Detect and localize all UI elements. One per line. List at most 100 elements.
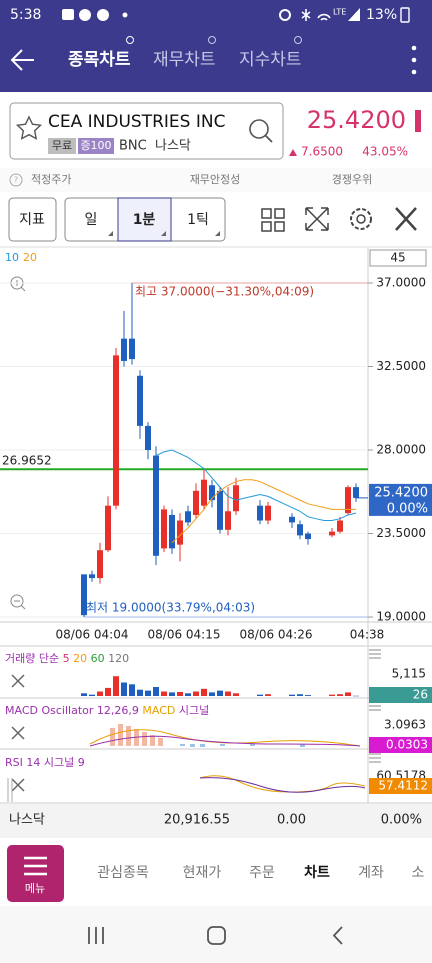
- back-button[interactable]: [10, 49, 34, 71]
- status-icon: [122, 12, 128, 18]
- candle-body: [265, 505, 271, 521]
- volume-bar: [353, 695, 359, 697]
- search-icon: [264, 134, 273, 143]
- volume-bar: [265, 694, 271, 696]
- panel-current: 0.0303: [386, 738, 428, 752]
- volume-bar: [193, 691, 199, 696]
- candle-body: [145, 425, 151, 451]
- ticker: BNC: [119, 139, 147, 154]
- settings-icon[interactable]: [350, 208, 372, 230]
- y-tick-label: 23.5000: [376, 526, 426, 540]
- indicator-button[interactable]: [8, 197, 57, 242]
- nav-item[interactable]: 차트: [304, 865, 330, 881]
- market-change: 0.00: [277, 813, 306, 828]
- close-panel[interactable]: [11, 674, 25, 792]
- back-nav-button[interactable]: [332, 926, 343, 945]
- info-tab[interactable]: 적정주가: [31, 173, 71, 186]
- info-tab[interactable]: 경쟁우위: [332, 173, 372, 186]
- tab[interactable]: 종목차트: [68, 50, 131, 70]
- y-tick-label: 37.0000: [376, 276, 426, 290]
- expand-icon[interactable]: [305, 207, 329, 231]
- candle-body: [121, 338, 127, 361]
- tools-icon[interactable]: [395, 207, 417, 231]
- panel-badge: [369, 778, 432, 794]
- tag-bg: [48, 138, 76, 154]
- x-tick-label: 08/06 04:04: [56, 628, 129, 642]
- help-icon: ?: [14, 176, 18, 185]
- button-label[interactable]: 1분: [133, 212, 156, 228]
- tab-badge: [126, 36, 134, 44]
- favorite-star[interactable]: [15, 115, 43, 140]
- volume-bar: [305, 695, 311, 696]
- candle-body: [233, 485, 239, 512]
- panel-max: 3.0963: [384, 718, 426, 732]
- period-selected[interactable]: [117, 197, 172, 242]
- candle-body: [129, 338, 135, 360]
- tab[interactable]: 재무차트: [153, 50, 216, 70]
- volume-bar: [217, 690, 223, 696]
- x-tick-label: 04:38: [350, 628, 385, 642]
- status-icon: [97, 9, 109, 21]
- reference-label: 26.9652: [2, 454, 52, 468]
- more-menu[interactable]: [411, 45, 417, 75]
- panel-title: RSI 14 시그널 9: [5, 756, 85, 769]
- status-time: 5:38: [10, 7, 41, 23]
- volume-bar: [345, 692, 351, 696]
- y-tick-label: 32.5000: [376, 359, 426, 373]
- rsi-signal: [199, 777, 366, 793]
- button-label[interactable]: 일: [85, 212, 98, 228]
- candle-body: [113, 355, 119, 506]
- nav-item[interactable]: 소: [412, 865, 425, 881]
- market-value: 20,916.55: [164, 813, 230, 828]
- price-chart: 37.0000 32.5000 28.0000 23.5000 19.0000 최고 37…: [0, 251, 432, 697]
- volume-bar: [289, 694, 295, 696]
- candle-body: [81, 574, 87, 616]
- moving-average: [171, 479, 356, 544]
- candle-body: [161, 509, 167, 549]
- nav-item[interactable]: 주문: [249, 865, 275, 881]
- candle-body: [353, 487, 359, 498]
- home-button[interactable]: [207, 926, 226, 945]
- candle-body: [257, 505, 263, 521]
- candle-body: [297, 524, 303, 536]
- legend-entry: 20: [23, 251, 37, 264]
- zoom-out[interactable]: [10, 594, 24, 608]
- button-label[interactable]: 1틱: [187, 212, 209, 228]
- volume-bar: [105, 687, 111, 696]
- low-label: 최저 19.0000(33.79%,04:03): [86, 601, 255, 615]
- market-change-pct: 0.00%: [381, 813, 422, 828]
- dropdown-marks: [108, 231, 220, 236]
- candle-body: [177, 520, 183, 545]
- volume-bar: [89, 694, 95, 696]
- candle-body: [217, 490, 223, 530]
- status-icon: [79, 9, 91, 21]
- volume-bar: [185, 693, 191, 696]
- candle-body: [89, 574, 95, 579]
- tab[interactable]: 지수차트: [239, 50, 302, 70]
- volume-bar: [81, 693, 87, 696]
- button-label: 지표: [19, 212, 45, 228]
- tag-bg: [78, 138, 114, 154]
- info-tab[interactable]: 재무안정성: [190, 173, 241, 186]
- menu-label: 메뉴: [25, 882, 45, 895]
- layout-icon[interactable]: [261, 208, 285, 232]
- search-icon[interactable]: [249, 119, 269, 139]
- status-network: LTE: [333, 8, 346, 17]
- nav-item[interactable]: 계좌: [358, 865, 384, 881]
- settings-icon: [356, 214, 366, 224]
- current-price-sub: 0.00%: [387, 501, 428, 516]
- volume-bar: [233, 693, 239, 696]
- market: 나스닥: [155, 139, 191, 154]
- volume-bar: [329, 694, 335, 696]
- status-icon: [279, 9, 291, 21]
- panel-max: 5,115: [392, 667, 426, 681]
- moving-average: [155, 449, 357, 522]
- stock-name: CEA INDUSTRIES INC: [48, 112, 225, 132]
- help-icon: [9, 173, 23, 187]
- info-row: [0, 168, 432, 192]
- recents-button[interactable]: [88, 927, 104, 944]
- nav-item[interactable]: 관심종목: [97, 865, 149, 881]
- nav-item[interactable]: 현재가: [183, 865, 222, 881]
